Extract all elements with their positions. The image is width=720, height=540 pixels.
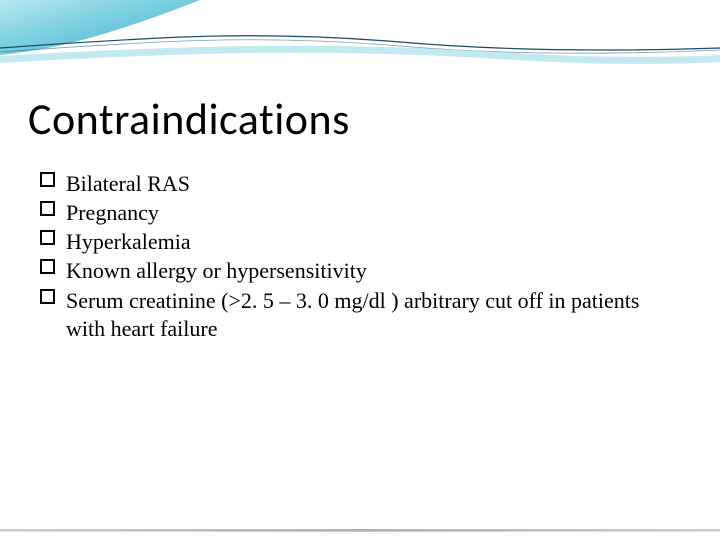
bullet-text: Serum creatinine (>2. 5 – 3. 0 mg/dl ) a… [66, 288, 639, 341]
slide-title: Contraindications [28, 92, 350, 146]
bullet-text: Hyperkalemia [66, 229, 191, 254]
list-item: Serum creatinine (>2. 5 – 3. 0 mg/dl ) a… [40, 287, 680, 343]
bullet-list: Bilateral RAS Pregnancy Hyperkalemia Kno… [40, 170, 680, 344]
bullet-marker-icon [40, 201, 55, 216]
list-item: Bilateral RAS [40, 170, 680, 198]
list-item: Hyperkalemia [40, 228, 680, 256]
bullet-marker-icon [40, 172, 55, 187]
bullet-text: Known allergy or hypersensitivity [66, 258, 367, 283]
wave-decoration [0, 0, 720, 90]
footer-divider [0, 529, 720, 532]
list-item: Pregnancy [40, 199, 680, 227]
bullet-marker-icon [40, 259, 55, 274]
bullet-marker-icon [40, 289, 55, 304]
bullet-text: Pregnancy [66, 200, 159, 225]
bullet-marker-icon [40, 230, 55, 245]
bullet-text: Bilateral RAS [66, 171, 190, 196]
list-item: Known allergy or hypersensitivity [40, 257, 680, 285]
